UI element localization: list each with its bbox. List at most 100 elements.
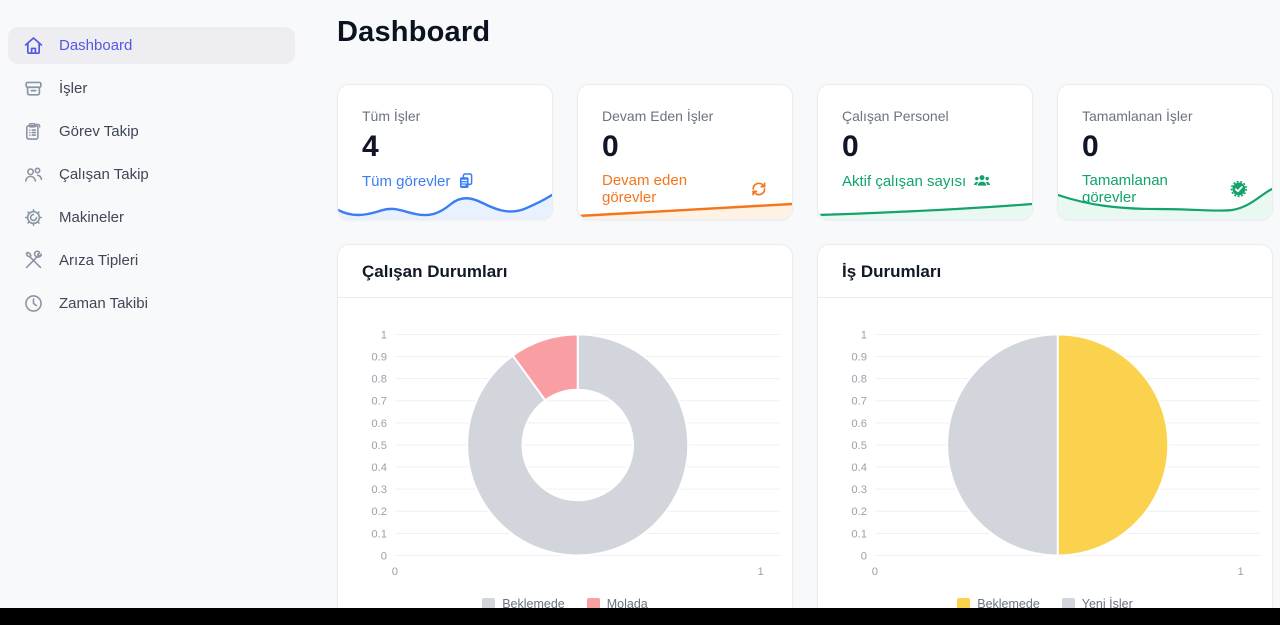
tools-icon <box>22 250 44 272</box>
legend-swatch <box>957 597 971 611</box>
sparkline-green-curve <box>1058 187 1272 219</box>
screen-bottom-bar <box>0 608 1280 625</box>
svg-text:0.6: 0.6 <box>851 418 867 430</box>
sidebar-item-zaman-takibi[interactable]: Zaman Takibi <box>8 285 295 322</box>
stat-card-value: 4 <box>362 130 379 163</box>
stat-card-tamamlanan: Tamamlanan İşler 0 Tamamlanan görevler <box>1057 84 1273 220</box>
stat-card-devam-eden: Devam Eden İşler 0 Devam eden görevler <box>577 84 793 220</box>
svg-text:0.9: 0.9 <box>371 351 387 363</box>
sidebar-item-label: Dashboard <box>59 37 133 54</box>
svg-text:0.5: 0.5 <box>851 440 867 452</box>
chart-card-is-durumlari: İş Durumları 1 0.9 0.8 0.7 0.6 0.5 0.4 0.3 0.2 0.… <box>817 244 1273 625</box>
legend-swatch <box>482 597 496 611</box>
sidebar-item-isler[interactable]: İşler <box>8 70 295 107</box>
stat-card-title: Çalışan Personel <box>842 108 949 124</box>
home-icon <box>22 35 44 57</box>
legend-label: Beklemede <box>502 597 565 611</box>
clock-icon <box>22 293 44 315</box>
stat-card-link[interactable]: Aktif çalışan sayısı <box>842 172 1008 190</box>
stat-card-value: 0 <box>1082 130 1099 163</box>
svg-text:0.1: 0.1 <box>371 528 387 540</box>
chart-card-header: İş Durumları <box>818 245 1272 298</box>
sidebar-item-calisan-takip[interactable]: Çalışan Takip <box>8 156 295 193</box>
legend-item-yeni-isler[interactable]: Yeni İşler <box>1061 597 1133 611</box>
legend-item-beklemede[interactable]: Beklemede <box>957 597 1040 611</box>
stat-card-title: Devam Eden İşler <box>602 108 714 124</box>
svg-text:1: 1 <box>1237 566 1243 578</box>
main-content: Dashboard Tüm İşler 4 Tüm görevler <box>305 0 1280 625</box>
svg-text:0.8: 0.8 <box>371 374 387 386</box>
stat-link-label: Tamamlanan görevler <box>1082 172 1168 206</box>
pie-chart: 1 0.9 0.8 0.7 0.6 0.5 0.4 0.3 0.2 0.1 00 1 <box>851 329 1261 578</box>
sidebar-item-label: Makineler <box>59 209 125 226</box>
users-group-icon <box>974 175 991 186</box>
sidebar-item-dashboard[interactable]: Dashboard <box>8 27 295 64</box>
svg-text:0.9: 0.9 <box>851 351 867 363</box>
doughnut-chart: 1 0.9 0.8 0.7 0.6 0.5 0.4 0.3 0.2 0.1 00 1 <box>371 329 781 578</box>
svg-text:1: 1 <box>861 329 867 341</box>
svg-text:0.7: 0.7 <box>371 396 387 408</box>
stat-link-label: Devam eden görevler <box>602 172 688 206</box>
svg-text:0.2: 0.2 <box>371 506 387 518</box>
legend-label: Yeni İşler <box>1081 597 1133 611</box>
legend-swatch <box>1061 597 1075 611</box>
svg-text:0: 0 <box>861 550 867 562</box>
stat-card-tum-isler: Tüm İşler 4 Tüm görevler <box>337 84 553 220</box>
legend-item-beklemede[interactable]: Beklemede <box>482 597 565 611</box>
sidebar-item-label: İşler <box>59 80 88 97</box>
svg-text:0.7: 0.7 <box>851 396 867 408</box>
badge-check-icon <box>1230 180 1248 198</box>
legend-swatch <box>586 597 600 611</box>
svg-text:0.6: 0.6 <box>371 418 387 430</box>
chart-legend: Beklemede Yeni İşler <box>822 597 1268 611</box>
gear-icon <box>22 207 44 229</box>
svg-text:0.4: 0.4 <box>851 462 867 474</box>
chart-title: İş Durumları <box>842 262 942 281</box>
chart-legend: Beklemede Molada <box>342 597 788 611</box>
legend-label: Beklemede <box>977 597 1040 611</box>
svg-text:0.4: 0.4 <box>371 462 387 474</box>
svg-text:0.2: 0.2 <box>851 506 867 518</box>
svg-text:1: 1 <box>757 566 763 578</box>
stat-card-link[interactable]: Tüm görevler <box>362 172 528 190</box>
stat-link-label: Tüm görevler <box>362 172 451 190</box>
svg-text:0.1: 0.1 <box>851 528 867 540</box>
chart-card-calisan-durumlari: Çalışan Durumları 1 0.9 0.8 0.7 0.6 0.5 0.4 0.3… <box>337 244 793 625</box>
inbox-icon <box>22 78 44 100</box>
svg-text:1: 1 <box>381 329 387 341</box>
refresh-icon <box>752 182 766 196</box>
sidebar-item-label: Çalışan Takip <box>59 166 149 183</box>
svg-text:0.3: 0.3 <box>371 484 387 496</box>
clipboard-icon <box>22 121 44 143</box>
sidebar-item-label: Zaman Takibi <box>59 295 148 312</box>
copy-icon <box>460 173 473 188</box>
legend-label: Molada <box>606 597 648 611</box>
sidebar: Dashboard İşler Görev Takip Çalışan Taki… <box>0 0 305 625</box>
stat-card-link[interactable]: Devam eden görevler <box>602 172 768 206</box>
sparkline-orange <box>578 187 792 219</box>
legend-item-molada[interactable]: Molada <box>586 597 648 611</box>
svg-text:0.3: 0.3 <box>851 484 867 496</box>
stat-link-label: Aktif çalışan sayısı <box>842 172 967 190</box>
stat-card-calisan-personel: Çalışan Personel 0 Aktif çalışan sayısı <box>817 84 1033 220</box>
svg-text:0.8: 0.8 <box>851 374 867 386</box>
chart-body: 1 0.9 0.8 0.7 0.6 0.5 0.4 0.3 0.2 0.1 0 0 1 Beklemed… <box>338 298 792 611</box>
page-title: Dashboard <box>337 16 491 48</box>
sidebar-item-makineler[interactable]: Makineler <box>8 199 295 236</box>
chart-cards-row: Çalışan Durumları 1 0.9 0.8 0.7 0.6 0.5 0.4 0.3… <box>337 244 1273 625</box>
stat-card-value: 0 <box>602 130 619 163</box>
stat-cards-row: Tüm İşler 4 Tüm görevler Devam Eden İşle… <box>337 84 1273 220</box>
stat-card-title: Tüm İşler <box>362 108 421 124</box>
svg-text:0: 0 <box>872 566 878 578</box>
stat-card-title: Tamamlanan İşler <box>1082 108 1193 124</box>
users-icon <box>22 164 44 186</box>
sidebar-item-gorev-takip[interactable]: Görev Takip <box>8 113 295 150</box>
sidebar-item-ariza-tipleri[interactable]: Arıza Tipleri <box>8 242 295 279</box>
chart-body: 1 0.9 0.8 0.7 0.6 0.5 0.4 0.3 0.2 0.1 0 0 1 Beklemed… <box>818 298 1272 611</box>
stat-card-value: 0 <box>842 130 859 163</box>
sparkline-green <box>818 187 1032 219</box>
sparkline-blue <box>338 187 552 219</box>
chart-card-header: Çalışan Durumları <box>338 245 792 298</box>
svg-text:0.5: 0.5 <box>371 440 387 452</box>
stat-card-link[interactable]: Tamamlanan görevler <box>1082 172 1248 206</box>
